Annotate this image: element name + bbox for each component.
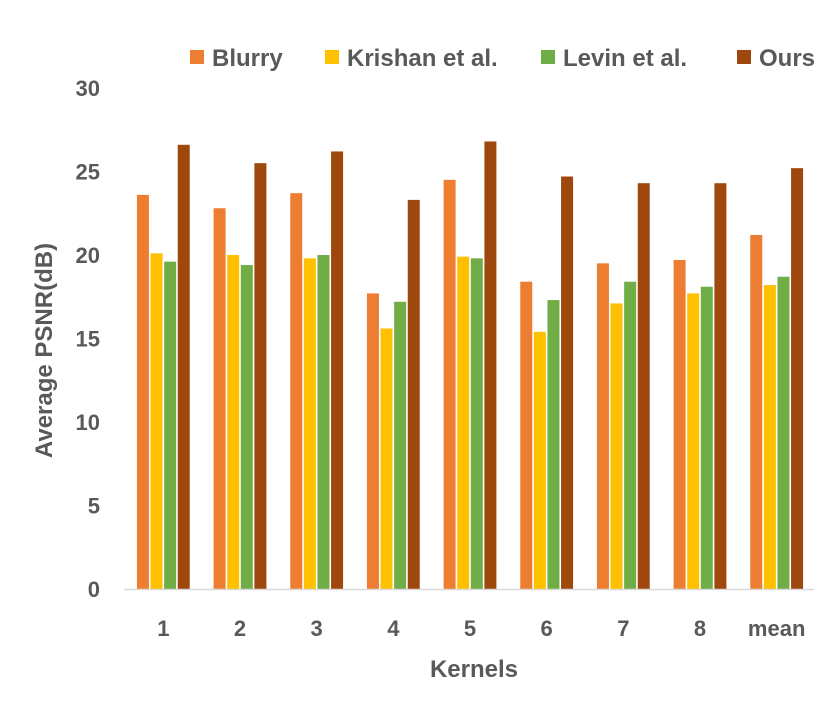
bar-levin-et-al-2 [240,265,253,589]
bar-krishan-et-al-4 [380,328,393,589]
y-axis-title: Average PSNR(dB) [31,243,58,458]
x-axis-title: Kernels [430,656,518,683]
bars [136,141,804,590]
x-tick-label: mean [748,616,805,641]
bar-ours-mean [791,168,804,589]
bar-ours-3 [331,151,344,589]
bar-levin-et-al-4 [394,301,407,589]
bar-blurry-8 [673,260,686,589]
bar-blurry-1 [136,194,149,589]
legend-swatch-krishan-et-al [325,50,339,64]
bar-ours-5 [484,141,497,589]
y-tick-label: 5 [88,494,100,519]
bar-krishan-et-al-2 [227,255,240,589]
bar-blurry-7 [596,263,609,589]
x-tick-label: 1 [157,616,169,641]
x-tick-label: 8 [694,616,706,641]
bar-levin-et-al-1 [164,261,177,589]
bar-levin-et-al-mean [777,276,790,589]
y-tick-label: 15 [76,327,100,352]
bar-krishan-et-al-3 [303,258,316,589]
legend-swatch-levin-et-al [541,50,555,64]
x-tick-label: 4 [387,616,400,641]
bar-krishan-et-al-6 [533,331,546,589]
legend-swatch-ours [737,50,751,64]
bar-blurry-4 [366,293,379,589]
y-tick-label: 10 [76,410,100,435]
bar-ours-4 [407,199,420,589]
bar-ours-7 [637,183,650,589]
legend-label: Ours [759,45,815,72]
legend-label: Levin et al. [563,45,687,72]
y-tick-label: 20 [76,243,100,268]
bar-blurry-6 [520,281,533,589]
bar-ours-1 [177,144,190,589]
bar-krishan-et-al-7 [610,303,623,589]
bar-krishan-et-al-8 [687,293,700,589]
bar-blurry-2 [213,208,226,590]
y-tick-label: 30 [76,76,100,101]
bar-ours-6 [561,176,574,589]
bar-blurry-3 [290,193,303,589]
bar-levin-et-al-6 [547,300,560,589]
y-tick-label: 25 [76,160,100,185]
bar-levin-et-al-8 [700,286,713,589]
x-tick-label: 7 [617,616,629,641]
legend: Blurry Krishan et al. Levin et al. Ours [190,45,815,72]
bar-ours-2 [254,163,267,589]
legend-swatch-blurry [190,50,204,64]
bar-levin-et-al-5 [470,258,483,589]
bar-levin-et-al-3 [317,255,330,589]
bar-krishan-et-al-mean [763,285,776,589]
bar-levin-et-al-7 [624,281,637,589]
bar-blurry-5 [443,179,456,589]
x-tick-label: 5 [464,616,476,641]
x-axis-ticks: 1 2 3 4 5 6 7 8 mean [157,616,805,641]
bar-krishan-et-al-5 [457,256,470,589]
legend-label: Krishan et al. [347,45,498,72]
y-axis-ticks: 0 5 10 15 20 25 30 [76,76,100,602]
bar-krishan-et-al-1 [150,253,163,589]
x-tick-label: 2 [234,616,246,641]
bar-ours-8 [714,183,727,589]
legend-label: Blurry [212,45,283,72]
bar-blurry-mean [750,234,763,589]
x-tick-label: 3 [311,616,323,641]
y-tick-label: 0 [88,577,100,602]
x-tick-label: 6 [541,616,553,641]
